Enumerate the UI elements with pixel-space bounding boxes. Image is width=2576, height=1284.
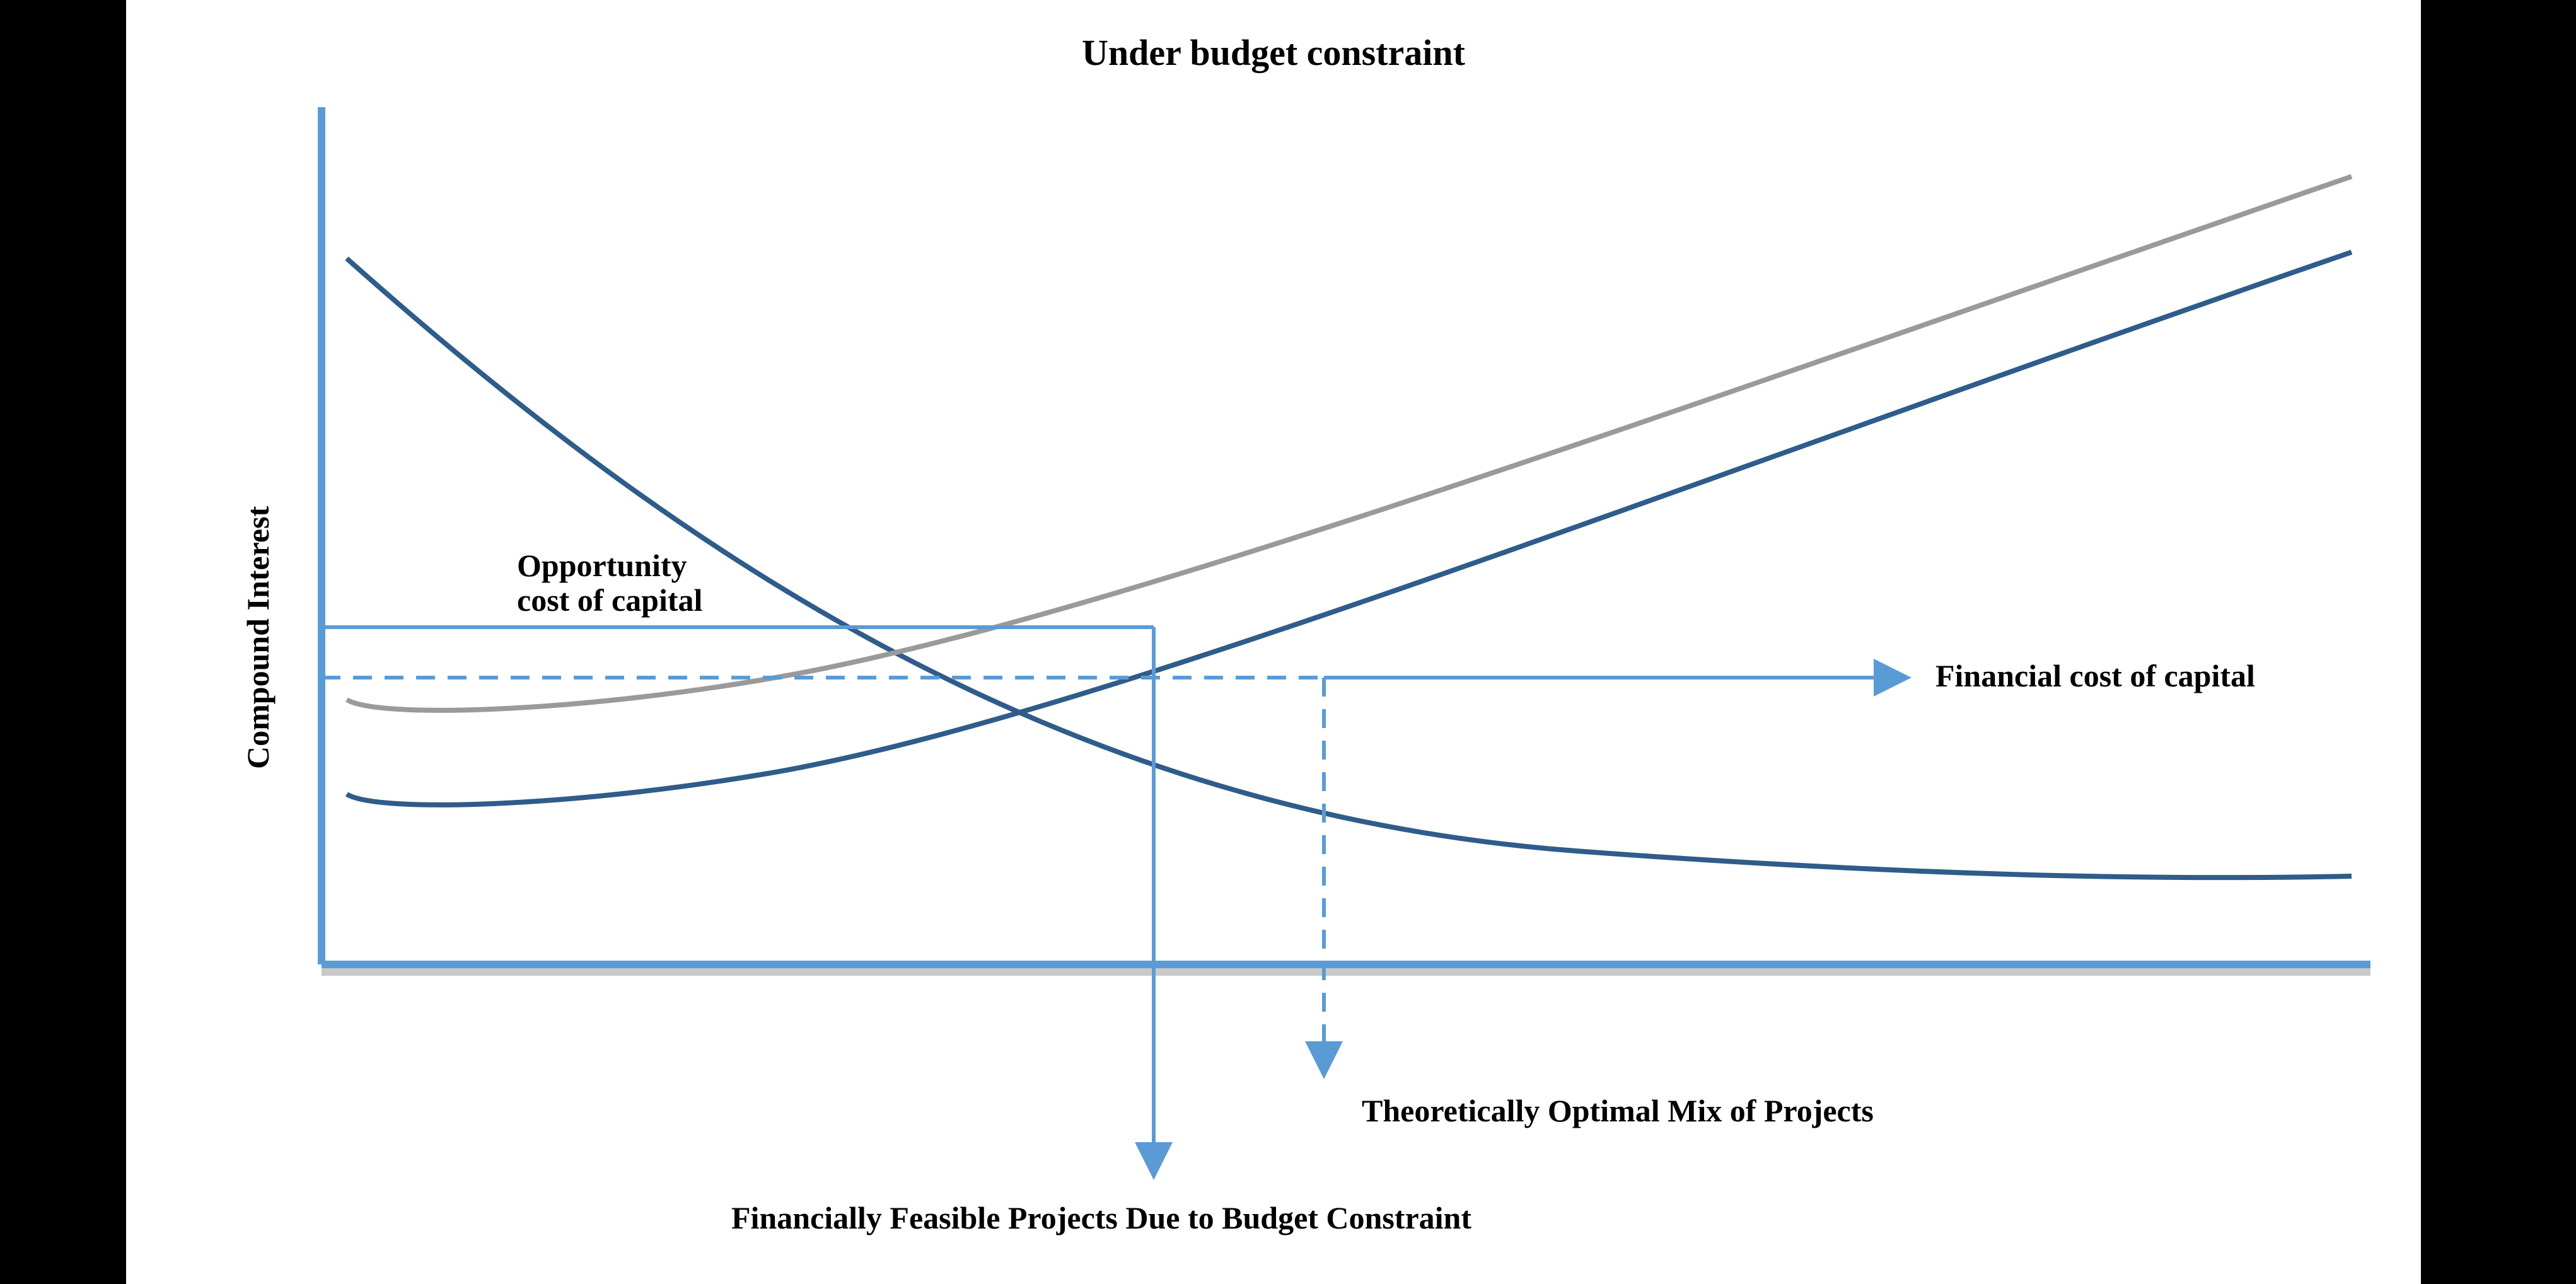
label-opportunity-cost: Opportunity cost of capital (517, 548, 702, 618)
chart-title: Under budget constraint (126, 32, 2421, 74)
label-optimal-mix: Theoretically Optimal Mix of Projects (1362, 1094, 1874, 1128)
y-axis-label: Compound Interest (240, 506, 276, 769)
chart-svg (126, 0, 2421, 1284)
label-financial-cost: Financial cost of capital (1935, 659, 2255, 693)
supply-curve-constrained (347, 176, 2352, 710)
page-canvas: Under budget constraint Compound Interes… (0, 0, 2576, 1284)
label-feasible-projects: Financially Feasible Projects Due to Bud… (731, 1201, 1471, 1235)
chart-card: Under budget constraint Compound Interes… (126, 0, 2421, 1284)
supply-curve-unconstrained (347, 252, 2352, 805)
